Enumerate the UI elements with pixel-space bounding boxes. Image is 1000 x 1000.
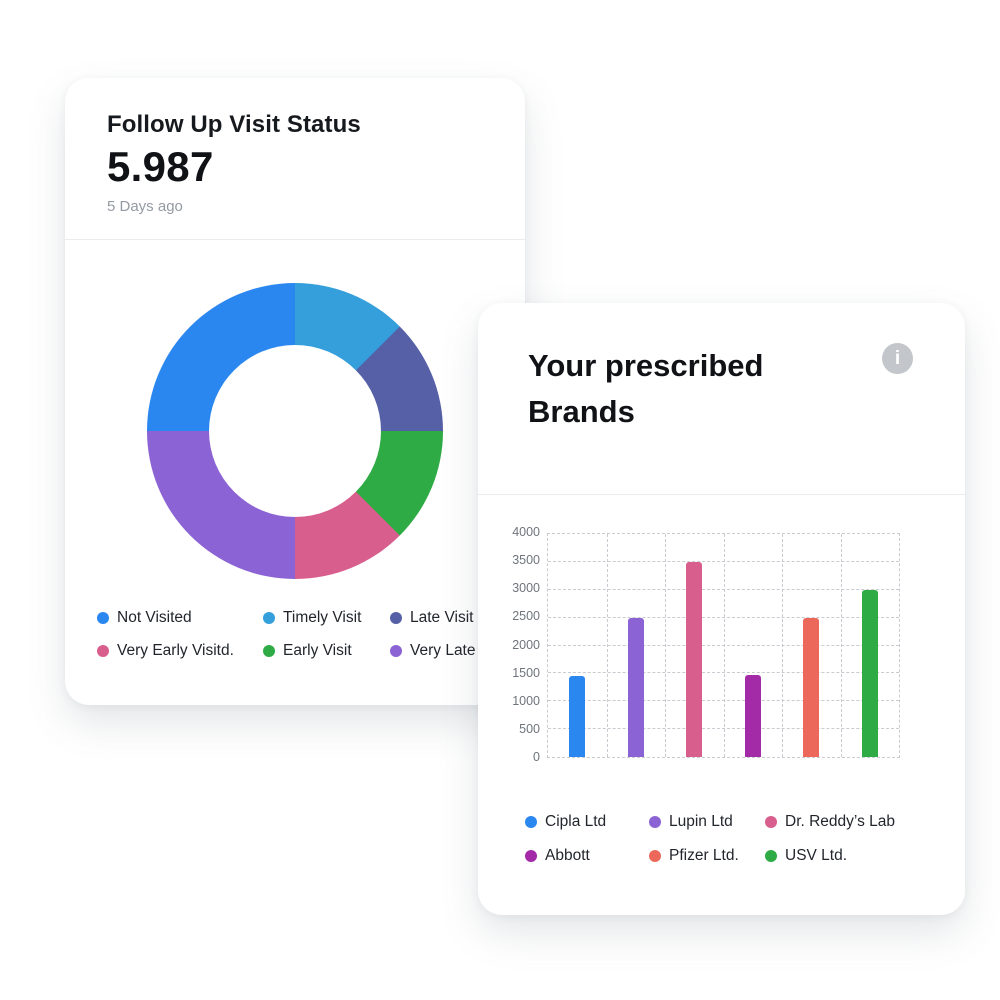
donut-chart[interactable] — [147, 283, 443, 579]
bar-column — [665, 534, 724, 757]
legend-item[interactable]: Early Visit — [263, 641, 390, 661]
legend-label: Very Early Visitd. — [117, 642, 234, 659]
bar[interactable] — [627, 617, 644, 757]
card-title: Your prescribed Brands — [528, 348, 764, 429]
bar-column — [841, 534, 900, 757]
legend-item[interactable]: Very Early Visitd. — [97, 641, 263, 661]
legend-dot-icon — [649, 816, 661, 828]
legend-dot-icon — [765, 816, 777, 828]
y-tick-label: 3000 — [512, 581, 540, 596]
legend-item[interactable]: Pfizer Ltd. — [649, 846, 765, 866]
card-title: Follow Up Visit Status — [107, 111, 361, 138]
y-tick-label: 1000 — [512, 693, 540, 708]
legend-label: Lupin Ltd — [669, 813, 733, 830]
y-tick-label: 2500 — [512, 609, 540, 624]
bar[interactable] — [861, 589, 878, 757]
bar-legend: Cipla Ltd Lupin Ltd Dr. Reddy’s Lab Abbott P… — [525, 812, 945, 866]
info-icon[interactable]: i — [882, 343, 913, 374]
legend-item[interactable]: Timely Visit — [263, 608, 390, 628]
legend-label: Pfizer Ltd. — [669, 847, 739, 864]
brands-card-header: Your prescribed Brands i — [478, 303, 965, 495]
legend-dot-icon — [390, 645, 402, 657]
gridline-vertical — [723, 534, 725, 757]
legend-item[interactable]: Not Visited — [97, 608, 263, 628]
prescribed-brands-card: Your prescribed Brands i 0 500 1000 1500 200… — [478, 303, 965, 915]
legend-item[interactable]: Abbott — [525, 846, 649, 866]
y-tick-label: 3500 — [512, 553, 540, 568]
legend-label: Late Visit — [410, 609, 474, 626]
legend-dot-icon — [525, 850, 537, 862]
legend-item[interactable]: Lupin Ltd — [649, 812, 765, 832]
donut-legend: Not Visited Timely Visit Late Visit Very Ea… — [97, 608, 515, 661]
gridline-vertical — [840, 534, 842, 757]
legend-dot-icon — [765, 850, 777, 862]
bar-plot[interactable] — [547, 533, 900, 758]
bar[interactable] — [686, 561, 703, 757]
legend-dot-icon — [97, 612, 109, 624]
bar[interactable] — [744, 674, 761, 757]
legend-item[interactable]: Cipla Ltd — [525, 812, 649, 832]
y-tick-label: 2000 — [512, 637, 540, 652]
legend-item[interactable]: Late Visit — [390, 608, 515, 628]
legend-label: Timely Visit — [283, 609, 362, 626]
legend-dot-icon — [649, 850, 661, 862]
gridline-vertical — [782, 534, 783, 757]
bar-column — [548, 534, 607, 757]
gridline-vertical — [665, 534, 666, 757]
legend-label: USV Ltd. — [785, 847, 848, 864]
legend-item[interactable]: Dr. Reddy’s Lab — [765, 812, 945, 832]
legend-dot-icon — [390, 612, 402, 624]
y-tick-label: 500 — [519, 721, 540, 736]
legend-item[interactable]: Very Late — [390, 641, 515, 661]
y-tick-label: 1500 — [512, 665, 540, 680]
bar-column — [607, 534, 666, 757]
legend-label: Cipla Ltd — [545, 813, 607, 830]
legend-item[interactable]: USV Ltd. — [765, 846, 945, 866]
follow-up-visit-card: Follow Up Visit Status 5.987 5 Days ago … — [65, 78, 525, 705]
follow-up-card-header: Follow Up Visit Status 5.987 5 Days ago — [65, 78, 525, 240]
metric-value: 5.987 — [107, 143, 214, 190]
legend-dot-icon — [263, 645, 275, 657]
bar-column — [782, 534, 841, 757]
legend-label: Early Visit — [283, 642, 352, 659]
bar[interactable] — [803, 617, 820, 757]
legend-label: Dr. Reddy’s Lab — [785, 813, 895, 830]
y-tick-label: 4000 — [512, 525, 540, 539]
gridline-vertical — [606, 534, 608, 757]
bar-chart: 0 500 1000 1500 2000 2500 3000 3500 4000 — [478, 525, 965, 764]
legend-label: Abbott — [545, 847, 590, 864]
legend-dot-icon — [525, 816, 537, 828]
legend-dot-icon — [97, 645, 109, 657]
legend-dot-icon — [263, 612, 275, 624]
donut-hole — [209, 345, 381, 517]
legend-label: Not Visited — [117, 609, 192, 626]
y-axis-labels: 0 500 1000 1500 2000 2500 3000 3500 4000 — [478, 525, 540, 764]
y-tick-label: 0 — [533, 750, 540, 764]
bar-column — [724, 534, 783, 757]
bar[interactable] — [569, 676, 586, 757]
metric-subtitle: 5 Days ago — [107, 198, 183, 215]
legend-label: Very Late — [410, 642, 476, 659]
